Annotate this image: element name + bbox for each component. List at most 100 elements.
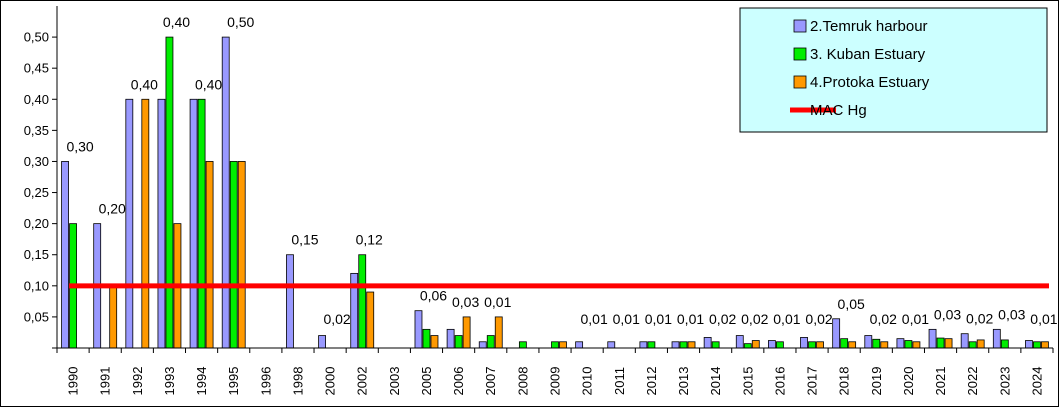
x-tick-label-2003: 2003 <box>387 367 402 396</box>
x-tick-label-2019: 2019 <box>869 367 884 396</box>
data-label-2000: 0,02 <box>323 311 350 327</box>
bar-3-1993 <box>165 36 174 349</box>
bar-2-2019 <box>864 335 873 349</box>
bar-3-2021 <box>936 337 945 349</box>
bar-4-2018 <box>848 341 857 349</box>
x-tick-label-2008: 2008 <box>515 367 530 396</box>
bar-2-2024 <box>1025 340 1033 349</box>
bar-2-2022 <box>960 333 969 349</box>
bar-2-1994 <box>189 98 198 349</box>
bar-4-2022 <box>976 339 985 349</box>
y-tick-label: 0,35 <box>24 123 49 138</box>
x-tick-label-2006: 2006 <box>451 367 466 396</box>
y-tick-label: 0,45 <box>24 61 49 76</box>
x-tick-label-2013: 2013 <box>676 367 691 396</box>
bar-3-2007 <box>486 335 495 349</box>
bar-3-2024 <box>1033 341 1041 349</box>
y-tick-label: 0,10 <box>24 278 49 293</box>
x-tick-label-2020: 2020 <box>901 367 916 396</box>
x-tick-label-1993: 1993 <box>162 367 177 396</box>
bar-3-2018 <box>840 338 849 349</box>
y-tick-label: 0,25 <box>24 185 49 200</box>
legend-label-1: 2.Temruk harbour <box>810 18 928 35</box>
bar-2-2015 <box>735 335 744 349</box>
legend-label-4: MAC Hg <box>810 102 867 119</box>
bar-3-2022 <box>968 341 977 349</box>
data-label-1990: 0,30 <box>66 138 93 154</box>
bar-2-1992 <box>125 98 134 349</box>
x-tick-label-2017: 2017 <box>805 367 820 396</box>
data-label-2022: 0,02 <box>966 311 993 327</box>
legend-swatch-2 <box>793 19 807 33</box>
bar-2-1990 <box>61 161 69 349</box>
bar-4-2006 <box>462 316 471 349</box>
bar-4-2009 <box>559 341 567 349</box>
bar-4-2017 <box>816 341 824 349</box>
bar-3-2015 <box>743 343 752 349</box>
data-label-2016: 0,01 <box>773 311 800 327</box>
data-label-1998: 0,15 <box>291 232 318 248</box>
x-tick-label-2023: 2023 <box>997 367 1012 396</box>
x-tick-label-2005: 2005 <box>419 367 434 396</box>
bar-4-2013 <box>687 341 696 349</box>
x-tick-label-1990: 1990 <box>66 367 81 396</box>
bar-4-1992 <box>141 98 150 349</box>
data-label-1993: 0,40 <box>163 14 190 30</box>
bar-3-2008 <box>518 341 527 349</box>
bar-3-2013 <box>679 341 688 349</box>
x-tick-label-2011: 2011 <box>612 367 627 395</box>
x-tick-label-1992: 1992 <box>130 367 145 396</box>
bar-3-2009 <box>551 341 559 349</box>
bar-4-2002 <box>366 291 375 349</box>
y-tick-label: 0,15 <box>24 247 49 262</box>
x-tick-label-2018: 2018 <box>837 367 852 396</box>
x-tick-label-2015: 2015 <box>740 367 755 396</box>
bar-3-2006 <box>454 335 463 349</box>
bar-4-1994 <box>205 161 214 349</box>
x-tick-label-2014: 2014 <box>708 367 723 396</box>
x-tick-label-2010: 2010 <box>580 367 595 396</box>
bar-2-2020 <box>896 338 905 349</box>
y-tick-label: 0,30 <box>24 154 49 169</box>
data-label-2005: 0,06 <box>420 288 447 304</box>
bar-4-2021 <box>944 338 953 349</box>
bar-4-2007 <box>494 316 503 349</box>
data-label-1992: 0,40 <box>131 76 158 92</box>
x-tick-label-1991: 1991 <box>98 367 113 396</box>
bar-2-2013 <box>671 341 680 349</box>
bar-4-2005 <box>430 335 439 349</box>
x-tick-label-2012: 2012 <box>644 367 659 396</box>
bar-3-2005 <box>422 328 431 349</box>
y-tick-label: 0,50 <box>24 30 49 45</box>
x-tick-label-2009: 2009 <box>548 367 563 396</box>
bar-4-2024 <box>1041 341 1049 349</box>
bar-4-2019 <box>880 341 889 349</box>
data-label-2017: 0,02 <box>805 311 832 327</box>
x-tick-label-2024: 2024 <box>1029 367 1044 396</box>
data-label-2024: 0,01 <box>1030 311 1057 327</box>
bar-3-2023 <box>1000 339 1009 349</box>
data-label-1995: 0,50 <box>227 14 254 30</box>
data-label-2023: 0,03 <box>998 306 1025 322</box>
x-tick-label-2016: 2016 <box>772 367 787 396</box>
x-tick-label-2021: 2021 <box>933 367 948 396</box>
bar-3-1995 <box>229 161 238 349</box>
x-tick-label-2022: 2022 <box>965 367 980 396</box>
data-label-1991: 0,20 <box>99 201 126 217</box>
x-tick-label-1996: 1996 <box>258 367 273 396</box>
bar-2-1998 <box>286 254 294 349</box>
x-tick-label-1994: 1994 <box>194 367 209 396</box>
data-label-2014: 0,02 <box>709 311 736 327</box>
y-tick-label: 0,20 <box>24 216 49 231</box>
data-label-2020: 0,01 <box>902 311 929 327</box>
data-label-2015: 0,02 <box>741 311 768 327</box>
bar-2-2010 <box>575 341 584 349</box>
bar-3-2014 <box>711 341 720 349</box>
legend-label-2: 3. Kuban Estuary <box>810 46 926 63</box>
x-tick-label-2007: 2007 <box>483 367 498 396</box>
bar-2-1995 <box>221 36 230 349</box>
axes-group: 0,05 0,10 0,15 0,20 0,25 0,30 0,35 0,40 0,45 0,50… <box>24 6 1054 396</box>
x-tick-label-2002: 2002 <box>355 367 370 396</box>
legend-swatch-3 <box>793 47 807 61</box>
